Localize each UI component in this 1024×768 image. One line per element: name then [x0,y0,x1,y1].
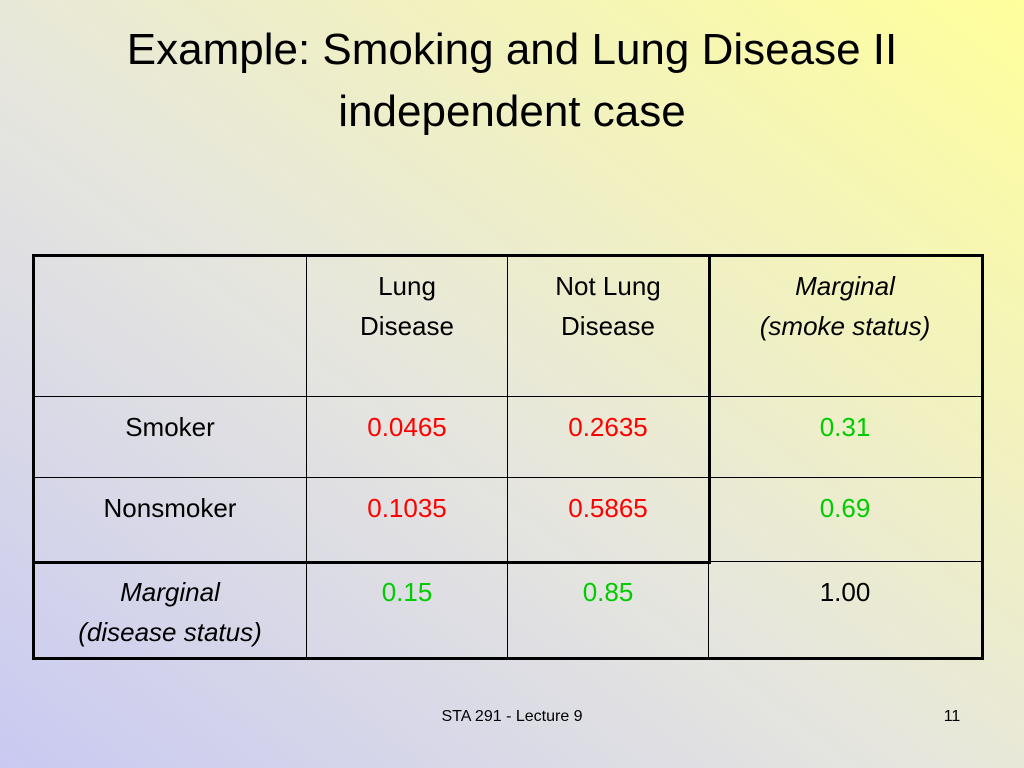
table-cell: 0.85 [508,562,709,658]
title-line: independent case [338,87,686,136]
corner-cell [33,255,307,397]
table-cell: 0.1035 [307,478,508,562]
header-cell: Lung Disease [307,255,508,397]
table-cell: 0.15 [307,562,508,658]
footer-text: STA 291 - Lecture 9 [441,708,583,725]
header-cell: Not Lung Disease [508,255,709,397]
header-cell: Marginal (smoke status) [709,255,982,397]
page-number: 11 [943,708,961,725]
table-cell: 1.00 [709,562,982,658]
table-cell: 0.31 [709,397,982,478]
title-line: Example: Smoking and Lung Disease II [126,25,898,74]
row-label: Smoker [33,397,307,478]
row-label: Nonsmoker [33,478,307,562]
table-cell: 0.69 [709,478,982,562]
table-cell: 0.0465 [307,397,508,478]
table-cell: 0.2635 [508,397,709,478]
row-label: Marginal (disease status) [33,562,307,658]
table-cell: 0.5865 [508,478,709,562]
